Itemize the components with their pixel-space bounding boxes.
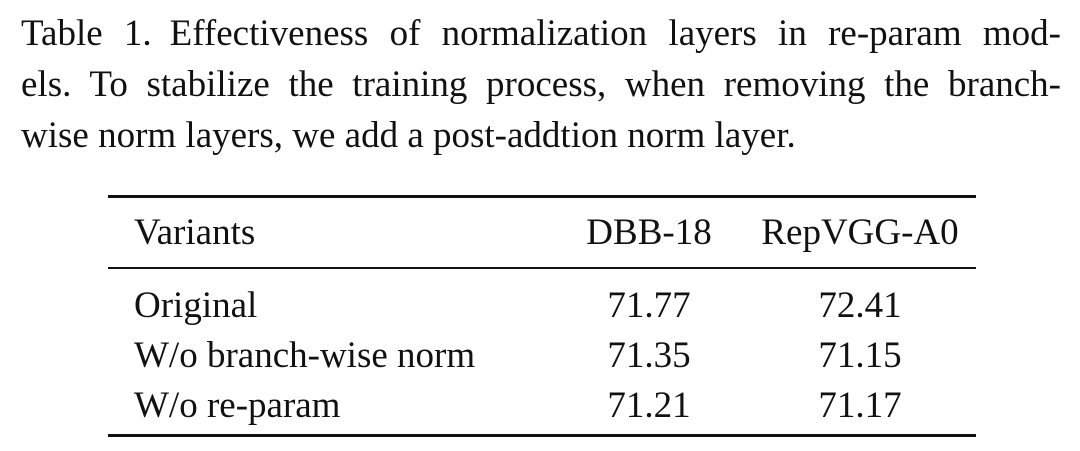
cell-repvgg-a0: 72.41	[744, 267, 976, 331]
cell-variant: W/o branch-wise norm	[108, 331, 554, 381]
results-table: Variants DBB-18 RepVGG-A0 Original 71.77…	[108, 198, 976, 431]
cell-repvgg-a0: 71.15	[744, 331, 976, 381]
header-row: Variants DBB-18 RepVGG-A0	[108, 198, 976, 267]
header-variants: Variants	[108, 198, 554, 267]
cell-variant: W/o re-param	[108, 381, 554, 431]
header-repvgg-a0: RepVGG-A0	[744, 198, 976, 267]
cell-repvgg-a0: 71.17	[744, 381, 976, 431]
caption-label: Table 1.	[21, 13, 152, 54]
table-row: Original 71.77 72.41	[108, 267, 976, 331]
table-header: Variants DBB-18 RepVGG-A0	[108, 198, 976, 267]
table-body: Original 71.77 72.41 W/o branch-wise nor…	[108, 267, 976, 431]
caption-line-1: Table 1. Effectiveness of normalization l…	[21, 8, 1061, 59]
cell-dbb18: 71.77	[554, 267, 744, 331]
table-bottom-rule	[108, 434, 976, 437]
table-caption: Table 1. Effectiveness of normalization l…	[21, 8, 1061, 161]
cell-dbb18: 71.35	[554, 331, 744, 381]
cell-variant: Original	[108, 267, 554, 331]
cell-dbb18: 71.21	[554, 381, 744, 431]
table-row: W/o branch-wise norm 71.35 71.15	[108, 331, 976, 381]
caption-line-2: els. To stabilize the training process, …	[21, 59, 1061, 110]
caption-text-1: Effectiveness of normalization layers in…	[170, 13, 1061, 54]
header-dbb18: DBB-18	[554, 198, 744, 267]
table-row: W/o re-param 71.21 71.17	[108, 381, 976, 431]
caption-line-3: wise norm layers, we add a post-addtion …	[21, 110, 1061, 161]
